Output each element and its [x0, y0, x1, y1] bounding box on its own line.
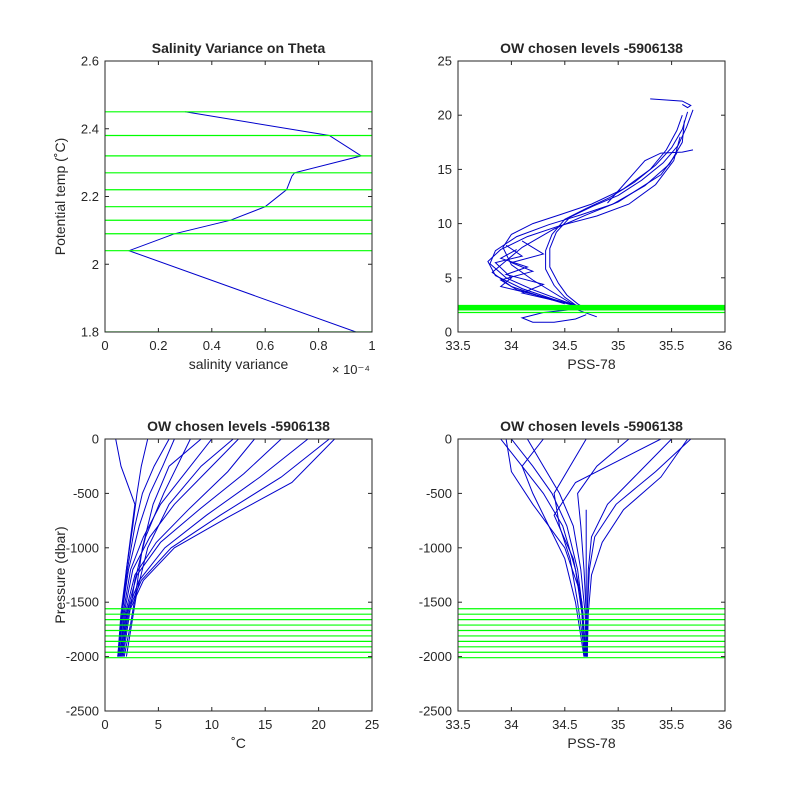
- series-line-11: [505, 439, 587, 657]
- series-line-5: [119, 439, 239, 657]
- series-line-4: [118, 439, 213, 657]
- chart-title: OW chosen levels -5906138: [500, 40, 683, 56]
- y-tick-label: 0: [445, 325, 452, 340]
- x-tick-label: 36: [718, 717, 732, 732]
- x-axis-label: salinity variance: [189, 356, 289, 372]
- series-line-2: [549, 109, 694, 311]
- chart-title: Salinity Variance on Theta: [152, 40, 326, 56]
- y-tick-label: -500: [426, 486, 452, 501]
- series-line-10: [121, 439, 335, 657]
- x-tick-label: 35: [611, 717, 625, 732]
- y-tick-label: -1500: [66, 595, 99, 610]
- series-group: [105, 439, 372, 659]
- series-line-12: [499, 240, 576, 307]
- x-tick-label: 35: [611, 338, 625, 353]
- y-tick-label: 2.4: [81, 121, 99, 136]
- y-tick-label: 0: [92, 432, 99, 447]
- series-group: [105, 111, 372, 332]
- series-line-14: [115, 439, 136, 657]
- x-tick-label: 0.2: [149, 338, 167, 353]
- x-tick-label: 34: [504, 717, 518, 732]
- y-tick-label: 20: [438, 108, 452, 123]
- y-axis-label: Potential temp (˚C): [52, 138, 68, 255]
- chart-title: OW chosen levels -5906138: [147, 418, 330, 434]
- y-tick-label: 25: [438, 54, 452, 69]
- series-line-6: [119, 439, 255, 657]
- x-tick-label: 36: [718, 338, 732, 353]
- x-tick-label: 33.5: [445, 338, 470, 353]
- plot-border: [457, 60, 726, 333]
- plot-area: [104, 60, 373, 333]
- series-line-4: [489, 120, 685, 310]
- x-axis-label: ˚C: [231, 735, 246, 751]
- x-tick-label: 0.4: [203, 338, 221, 353]
- y-tick-label: -500: [73, 486, 99, 501]
- y-tick-label: -1500: [419, 595, 452, 610]
- x-axis-label: PSS-78: [567, 735, 615, 751]
- y-tick-label: -2500: [66, 704, 99, 719]
- series-line-12: [553, 439, 662, 657]
- x-tick-label: 20: [311, 717, 325, 732]
- x-tick-label: 35.5: [659, 338, 684, 353]
- x-tick-label: 34.5: [552, 717, 577, 732]
- y-tick-label: -2000: [66, 649, 99, 664]
- x-exponent-label: × 10⁻⁴: [332, 362, 370, 377]
- x-tick-label: 0: [101, 717, 108, 732]
- series-line-7: [586, 439, 689, 657]
- x-axis-label: PSS-78: [567, 356, 615, 372]
- series-line-9: [121, 439, 330, 657]
- series-line-6: [491, 152, 678, 309]
- y-tick-label: 10: [438, 216, 452, 231]
- series-line-2: [117, 439, 149, 657]
- series-line-12: [123, 439, 202, 657]
- y-axis-label: Pressure (dbar): [52, 526, 68, 623]
- y-tick-label: -1000: [66, 540, 99, 555]
- plot-border: [457, 438, 726, 712]
- x-tick-label: 1: [368, 338, 375, 353]
- y-tick-label: 2.6: [81, 54, 99, 69]
- x-tick-label: 15: [258, 717, 272, 732]
- x-tick-label: 34.5: [552, 338, 577, 353]
- y-tick-label: 2.2: [81, 189, 99, 204]
- chart-title: OW chosen levels -5906138: [500, 418, 683, 434]
- series-group: [458, 98, 725, 323]
- x-tick-label: 0.8: [310, 338, 328, 353]
- x-tick-label: 10: [205, 717, 219, 732]
- chart-panel-1: 0 0.2 0.4 0.6 0.8 1 1.8 2 2.2 2.4 2.6 Salinity Vari…: [52, 40, 376, 377]
- x-tick-label: 0: [101, 338, 108, 353]
- series-line-13: [125, 439, 234, 657]
- series-line-8: [650, 98, 692, 109]
- y-tick-label: 15: [438, 162, 452, 177]
- series-line-3: [502, 115, 683, 310]
- plot-area: [104, 438, 373, 712]
- x-tick-label: 35.5: [659, 717, 684, 732]
- y-tick-label: -1000: [419, 540, 452, 555]
- series-line-7: [607, 149, 694, 204]
- series-line-10: [553, 439, 587, 657]
- y-tick-label: 0: [445, 432, 452, 447]
- x-tick-label: 33.5: [445, 717, 470, 732]
- chart-panel-2: 33.5 34 34.5 35 35.5 36 0 5 10 15 20 25 OW chosen le…: [438, 40, 733, 372]
- series-line-5: [487, 136, 681, 309]
- x-tick-label: 34: [504, 338, 518, 353]
- series-line-6: [586, 439, 692, 657]
- x-tick-label: 0.6: [256, 338, 274, 353]
- y-tick-label: 5: [445, 270, 452, 285]
- chart-panel-3: 0 5 10 15 20 25 -2500 -2000 -1500 -1000 -500 0 OW ch…: [52, 418, 379, 751]
- series-group: [458, 439, 725, 659]
- y-tick-label: -2500: [419, 704, 452, 719]
- y-tick-label: 1.8: [81, 325, 99, 340]
- plot-border: [104, 438, 373, 712]
- series-line-11: [499, 249, 560, 303]
- x-tick-label: 25: [365, 717, 379, 732]
- y-tick-label: -2000: [419, 649, 452, 664]
- series-line-11: [122, 439, 191, 657]
- x-tick-label: 5: [155, 717, 162, 732]
- series-line-8: [120, 439, 309, 657]
- plot-area: [457, 60, 726, 333]
- chart-panel-4: 33.5 34 34.5 35 35.5 36 -2500 -2000 -1500 -1000 -5…: [419, 418, 732, 751]
- y-tick-label: 2: [92, 257, 99, 272]
- series-line-3: [526, 439, 587, 657]
